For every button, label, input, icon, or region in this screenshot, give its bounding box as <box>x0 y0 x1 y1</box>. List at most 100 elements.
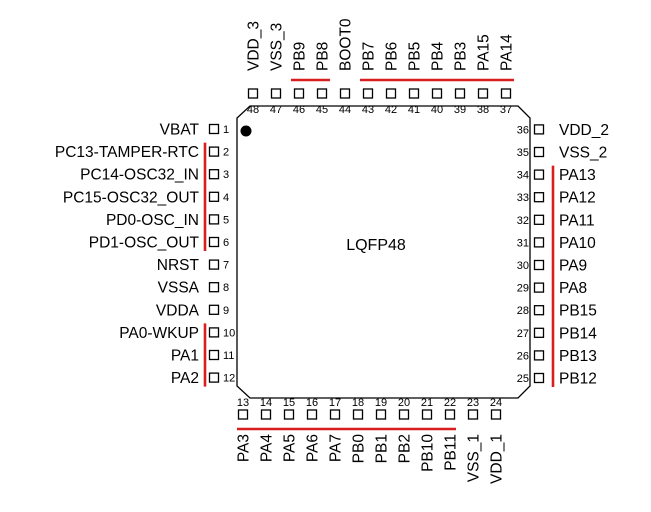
pin-pad <box>208 214 220 225</box>
pin-pad <box>293 88 305 99</box>
pin-pad <box>533 124 545 135</box>
pin-pad <box>316 88 328 99</box>
pin-pad <box>533 237 545 248</box>
pin-pad <box>533 214 545 225</box>
pin-pad <box>208 349 220 361</box>
pin-pad <box>208 191 220 202</box>
pin-35: 35 VSS_2 <box>517 145 608 162</box>
pin-number: 13 <box>237 397 249 409</box>
pin-number: 24 <box>490 397 502 409</box>
pin-pad <box>247 88 259 99</box>
pin-number: 30 <box>517 260 529 272</box>
pin-number: 43 <box>362 104 374 116</box>
pin-pad <box>260 409 272 420</box>
pin-pad <box>444 409 456 420</box>
pin-number: 46 <box>293 104 305 116</box>
pin-pad <box>533 192 545 203</box>
pin-17: 17 PA7 <box>328 397 345 462</box>
pin-pad <box>208 259 220 270</box>
pin-number: 16 <box>306 397 318 409</box>
pin1-marker-dot <box>240 125 252 137</box>
pin-name: PB7 <box>361 42 378 71</box>
pin-pad <box>208 327 220 338</box>
pin-23: 23 VSS_1 <box>466 397 483 482</box>
pin-name: VSS_2 <box>559 145 607 162</box>
pin-number: 47 <box>270 104 282 116</box>
pin-number: 41 <box>408 104 420 116</box>
pin-13: 13 PA3 <box>236 397 253 462</box>
pin-number: 2 <box>223 147 229 159</box>
pin-name: PC13-TAMPER-RTC <box>55 144 199 161</box>
pin-name: PD0-OSC_IN <box>106 212 199 229</box>
pin-number: 9 <box>223 305 229 317</box>
pin-12: 12 PA2 <box>171 370 235 387</box>
pin-number: 27 <box>517 328 529 340</box>
pin-name: PA3 <box>236 434 253 462</box>
pin-name: PB3 <box>453 42 470 71</box>
pin-name: PA4 <box>259 434 276 463</box>
pin-name: PB9 <box>292 42 309 71</box>
pin-name: PB12 <box>559 371 597 388</box>
pin-name: NRST <box>157 257 200 274</box>
pin-31: 31 PA10 <box>517 235 596 252</box>
pin-29: 29 PA8 <box>517 280 587 297</box>
pin-46: 46 PB9 <box>292 42 309 116</box>
pin-22: 22 PB11 <box>443 397 460 471</box>
pin-4: 4 PC15-OSC32_OUT <box>63 189 229 206</box>
pin-45: 45 PB8 <box>315 42 332 116</box>
pin-pad <box>533 305 545 316</box>
pin-pad <box>208 123 220 135</box>
pin-number: 33 <box>517 192 529 204</box>
pin-15: 15 PA5 <box>282 397 299 462</box>
pin-pad <box>339 88 351 99</box>
pin-42: 42 PB6 <box>384 42 401 116</box>
pin-number: 36 <box>517 124 529 136</box>
pin-name: PB4 <box>430 41 447 71</box>
pin-name: PA11 <box>559 212 595 229</box>
pin-number: 23 <box>467 397 479 409</box>
pin-pad <box>208 372 220 383</box>
pin-pad <box>454 88 466 99</box>
pin-number: 29 <box>517 283 529 295</box>
pin-name: PB10 <box>420 434 437 472</box>
pin-21: 21 PB10 <box>420 397 437 472</box>
pin-pad <box>385 88 397 99</box>
pin-name: VDDA <box>156 302 200 319</box>
pin-48: 48 VDD_3 <box>246 21 263 116</box>
package-label: LQFP48 <box>346 237 406 254</box>
pin-name: PB6 <box>384 42 401 71</box>
pin-pad <box>533 169 545 180</box>
pin-name: PB8 <box>315 42 332 71</box>
pin-name: PA12 <box>559 190 596 207</box>
pin-number: 32 <box>517 215 529 227</box>
pin-pad <box>490 409 502 420</box>
pin-30: 30 PA9 <box>517 258 587 275</box>
pin-pad <box>375 409 387 420</box>
pin-pad <box>431 88 443 99</box>
pin-name: PA7 <box>328 434 345 462</box>
group-bars-layer <box>203 78 555 431</box>
pin-pad <box>533 372 545 384</box>
pin-number: 26 <box>517 350 529 362</box>
chip-body <box>236 105 531 399</box>
pin-number: 34 <box>517 170 529 182</box>
pin-name: PA13 <box>559 167 596 184</box>
pin-pad <box>270 88 282 99</box>
pin-number: 7 <box>223 260 229 272</box>
pin-number: 20 <box>398 397 410 409</box>
pin-18: 18 PB0 <box>351 397 368 463</box>
pin-pad <box>533 327 545 338</box>
pin-38: 38 PA15 <box>476 34 493 116</box>
pin-number: 44 <box>339 104 351 116</box>
pin-pad <box>306 409 318 420</box>
pin-37: 37 PA14 <box>499 34 516 116</box>
pin-number: 31 <box>517 237 529 249</box>
pin-14: 14 PA4 <box>259 397 276 462</box>
pin-number: 3 <box>223 169 229 181</box>
pin-name: PA8 <box>559 280 587 297</box>
pin-pad <box>208 304 220 315</box>
pin-11: 11 PA1 <box>171 348 235 365</box>
pin-name: VSS_1 <box>466 434 483 482</box>
pin-20: 20 PB2 <box>397 397 414 463</box>
